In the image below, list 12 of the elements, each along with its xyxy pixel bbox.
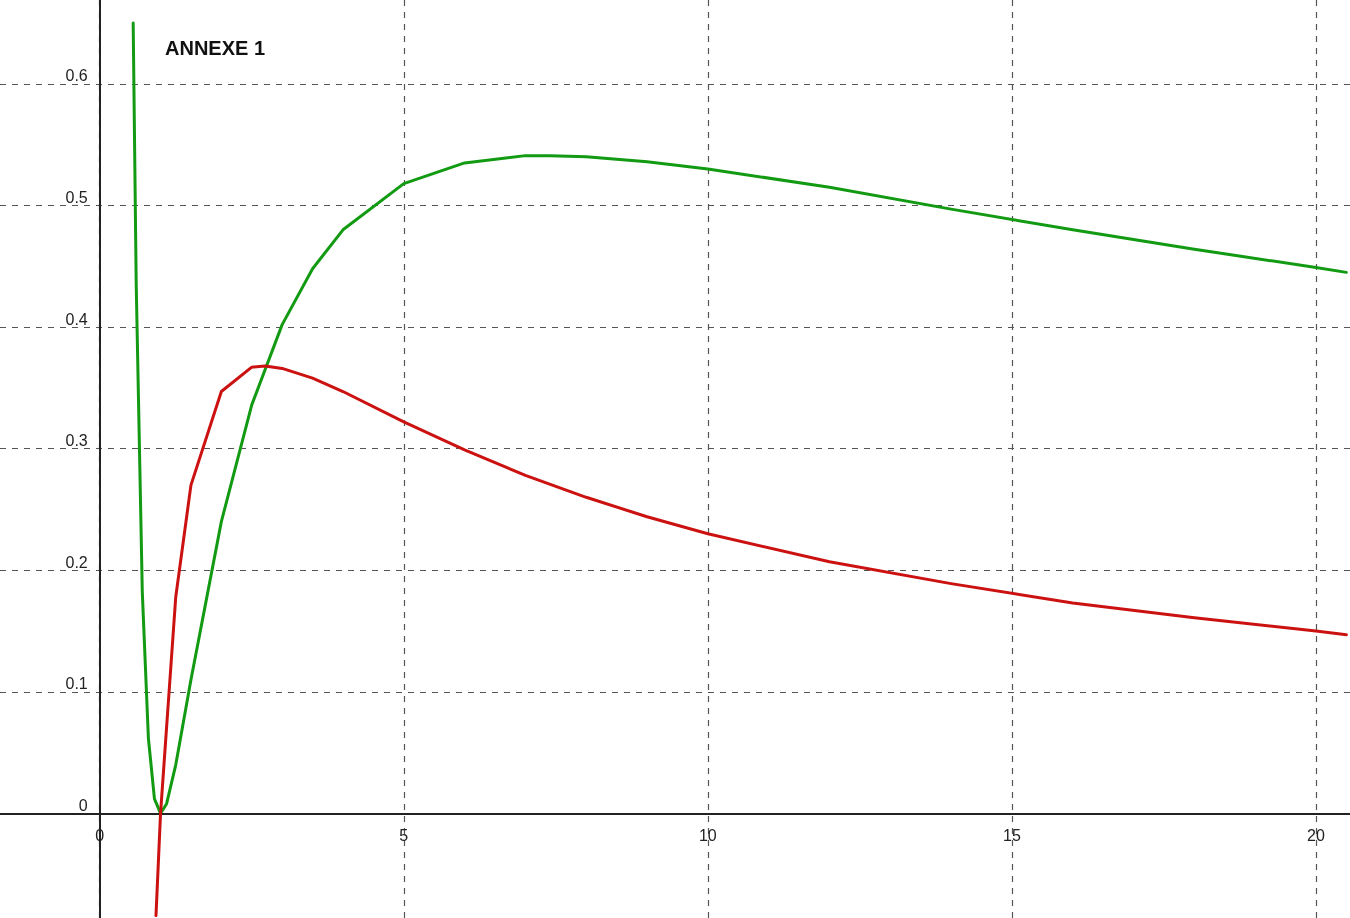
x-tick-label: 15 [1002,826,1021,844]
x-tick-label: 20 [1307,826,1325,844]
y-tick-label: 0.1 [65,675,88,693]
annotation: ANNEXE 1 [165,37,266,59]
x-tick-label: 5 [399,826,409,844]
y-tick-label: 0.4 [65,310,88,328]
y-tick-label: 0 [78,796,88,814]
y-tick-label: 0.6 [65,67,88,85]
y-tick-label: 0.2 [65,553,88,571]
y-tick-label: 0.3 [65,432,88,450]
x-tick-label: 10 [698,826,717,844]
y-tick-label: 0.5 [65,188,88,206]
